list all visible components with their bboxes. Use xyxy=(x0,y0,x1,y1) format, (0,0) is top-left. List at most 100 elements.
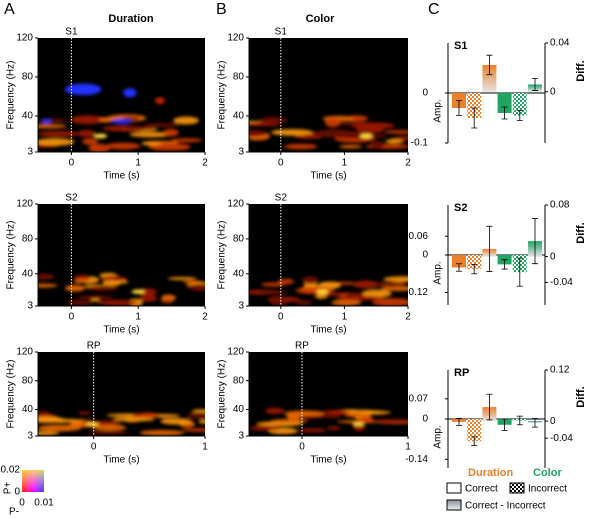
bar xyxy=(452,255,466,268)
power-blob xyxy=(137,412,160,418)
power-blob xyxy=(38,273,55,281)
x-tick-label: 0 xyxy=(299,442,305,453)
legend-category: Color xyxy=(533,467,562,479)
power-blob xyxy=(295,286,334,295)
y2-tick-label: 0.08 xyxy=(550,200,570,211)
error-bar xyxy=(471,107,478,129)
power-blob xyxy=(112,417,155,422)
y2-axis-label: Diff. xyxy=(575,222,587,243)
event-label: S2 xyxy=(65,193,78,204)
y-axis-label: Frequency (Hz) xyxy=(217,360,228,429)
power-blob xyxy=(351,122,395,130)
y-tick-label: 0.06 xyxy=(409,231,429,242)
power-blob xyxy=(162,128,179,137)
power-blob xyxy=(380,285,408,291)
y2-tick-label: 0 xyxy=(550,416,556,427)
y-axis-label: Frequency (Hz) xyxy=(217,221,228,290)
power-blob xyxy=(192,409,205,413)
power-blob xyxy=(353,280,379,289)
panel-title: RP xyxy=(454,367,469,379)
y-tick-label: 3 xyxy=(27,147,33,158)
power-blob xyxy=(111,118,132,124)
error-bar xyxy=(456,100,462,116)
power-blob xyxy=(344,412,372,418)
y-tick-label: -0.12 xyxy=(405,287,428,298)
power-blob xyxy=(38,424,82,432)
power-blob xyxy=(92,424,127,431)
error-bar xyxy=(532,418,538,428)
power-blob xyxy=(316,289,329,294)
power-blob xyxy=(75,295,114,300)
legend-label: Correct xyxy=(465,484,498,495)
legend-label: Incorrect xyxy=(528,484,567,495)
x-tick-label: 0 xyxy=(278,312,284,323)
y-tick-label: 40 xyxy=(233,111,245,122)
bar xyxy=(512,93,527,116)
colorbar-tick-label: 0.02 xyxy=(1,465,21,476)
x-axis-label: Time (s) xyxy=(103,325,139,336)
power-blob xyxy=(383,276,408,283)
y2-tick-label: -0.04 xyxy=(550,277,573,288)
y2-axis-label: Diff. xyxy=(575,386,587,407)
power-blob xyxy=(270,299,287,306)
y-tick-label: 120 xyxy=(227,33,244,44)
error-bar xyxy=(532,218,538,265)
error-bar xyxy=(532,77,538,91)
y-tick-label: 40 xyxy=(233,268,245,279)
y-tick-label: 80 xyxy=(233,72,245,83)
legend-category: Duration xyxy=(468,467,514,479)
power-blob xyxy=(93,133,108,139)
power-blob xyxy=(301,276,319,284)
y-tick-label: 3 xyxy=(27,301,33,312)
power-blob xyxy=(88,430,129,435)
y-tick-label: 3 xyxy=(238,301,244,312)
y2-tick-label: -0.04 xyxy=(550,433,573,444)
error-bar xyxy=(501,106,508,120)
power-blob xyxy=(286,414,301,420)
power-blob xyxy=(173,116,199,125)
power-blob xyxy=(125,125,157,130)
legend-swatch xyxy=(446,499,462,511)
error-bar xyxy=(516,110,523,121)
x-tick-label: 0 xyxy=(91,442,97,453)
power-blob xyxy=(73,274,91,281)
x-tick-label: 1 xyxy=(202,442,208,453)
y-tick-label: 120 xyxy=(227,199,244,210)
error-bar xyxy=(486,54,493,76)
y-axis-label: Amp. xyxy=(433,425,444,448)
panel-label: A xyxy=(4,1,15,18)
spectrogram-blobs xyxy=(38,409,205,436)
power-blob xyxy=(358,416,374,423)
power-blob xyxy=(390,281,406,286)
power-blob xyxy=(295,299,313,306)
y-tick-label: 40 xyxy=(233,404,245,415)
power-blob xyxy=(170,138,203,143)
y-tick-label: 80 xyxy=(22,234,34,245)
event-label: RP xyxy=(87,341,101,352)
x-tick-label: 2 xyxy=(202,158,208,169)
power-blob xyxy=(331,299,362,306)
power-blob xyxy=(249,425,281,431)
power-blob xyxy=(131,289,145,294)
power-blob xyxy=(261,282,286,287)
spectrogram-blobs xyxy=(38,272,205,306)
column-title: Color xyxy=(306,13,335,25)
power-blob xyxy=(161,294,177,302)
power-blob xyxy=(259,290,287,295)
power-blob xyxy=(38,283,58,288)
x-tick-label: 1 xyxy=(135,312,141,323)
legend-swatch xyxy=(446,482,462,494)
power-blob xyxy=(336,296,384,301)
power-blob xyxy=(370,140,384,150)
power-blob xyxy=(371,419,408,423)
spectrogram-blobs xyxy=(249,276,408,306)
y2-tick-label: 0.12 xyxy=(550,365,570,376)
y-axis-label: Frequency (Hz) xyxy=(6,221,17,290)
colorbar-label: P+ xyxy=(3,482,14,495)
power-blob xyxy=(160,418,192,425)
y-axis-label: Frequency (Hz) xyxy=(6,61,17,130)
power-blob xyxy=(154,97,165,105)
panel-title: S2 xyxy=(454,202,467,214)
power-blob xyxy=(277,278,295,285)
colorbar-tick-label: 0 xyxy=(14,487,20,498)
